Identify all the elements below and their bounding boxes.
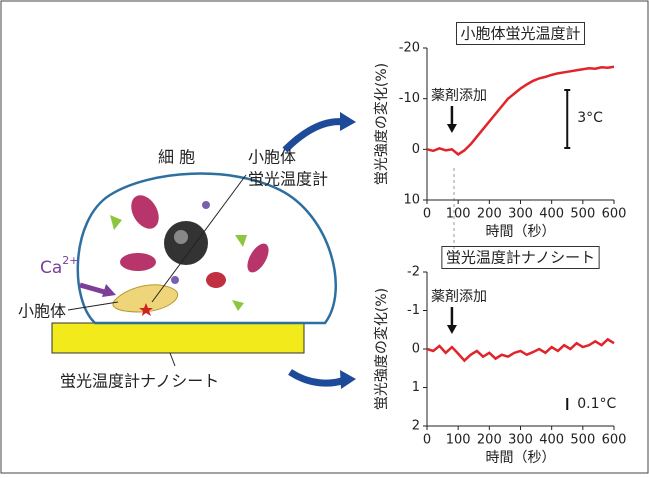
y-axis-label: 蛍光強度の変化(%): [373, 63, 390, 185]
nucleolus: [174, 230, 188, 244]
x-tick-label: 100: [446, 207, 471, 222]
x-tick-label: 600: [602, 433, 627, 448]
er-thermo-label: 小胞体: [248, 148, 296, 167]
y-axis-label: 蛍光強度の変化(%): [373, 288, 390, 410]
nanosheet: [52, 323, 304, 353]
annotation: 薬剤添加: [431, 88, 487, 104]
figure: 細 胞 小胞体 蛍光温度計 Ca2+ 小胞体 蛍光温度計ナノシート 小胞体蛍光温…: [0, 0, 649, 474]
ca: Ca: [40, 258, 62, 278]
y-tick-label: 0: [412, 142, 420, 157]
x-tick-label: 400: [539, 433, 564, 448]
y-tick-label: 2: [412, 419, 420, 434]
x-tick-label: 500: [570, 433, 595, 448]
x-tick-label: 300: [508, 207, 533, 222]
chart-title: 蛍光温度計ナノシート: [446, 249, 595, 267]
x-tick-label: 100: [446, 433, 471, 448]
scale-label: 3°C: [577, 110, 603, 126]
y-tick-label: 0: [412, 342, 420, 357]
scale-label: 0.1°C: [577, 396, 616, 412]
vesicle: [171, 276, 179, 284]
ca-sup: 2+: [62, 254, 78, 267]
er-label: 小胞体: [18, 302, 66, 321]
mitochondrion: [120, 253, 156, 271]
er-thermo-label: 蛍光温度計: [248, 170, 328, 189]
x-axis-label: 時間（秒）: [486, 224, 556, 240]
x-tick-label: 0: [423, 433, 431, 448]
y-tick-label: 10: [403, 193, 420, 208]
x-tick-label: 300: [508, 433, 533, 448]
y-tick-label: -10: [399, 91, 420, 106]
y-tick-label: 1: [412, 380, 420, 395]
x-tick-label: 400: [539, 207, 564, 222]
x-tick-label: 500: [570, 207, 595, 222]
x-axis-label: 時間（秒）: [486, 450, 556, 466]
y-tick-label: -1: [407, 303, 420, 318]
x-tick-label: 600: [602, 207, 627, 222]
x-tick-label: 200: [477, 207, 502, 222]
x-tick-label: 200: [477, 433, 502, 448]
nanosheet-label: 蛍光温度計ナノシート: [60, 372, 219, 391]
vesicle: [202, 201, 210, 209]
cell-label: 細 胞: [158, 148, 195, 167]
chart-title: 小胞体蛍光温度計: [460, 25, 580, 43]
y-tick-label: -20: [399, 41, 420, 56]
organelle: [206, 272, 226, 288]
y-tick-label: -2: [407, 265, 420, 280]
x-tick-label: 0: [423, 207, 431, 222]
annotation: 薬剤添加: [431, 289, 487, 305]
nucleus: [164, 221, 208, 265]
